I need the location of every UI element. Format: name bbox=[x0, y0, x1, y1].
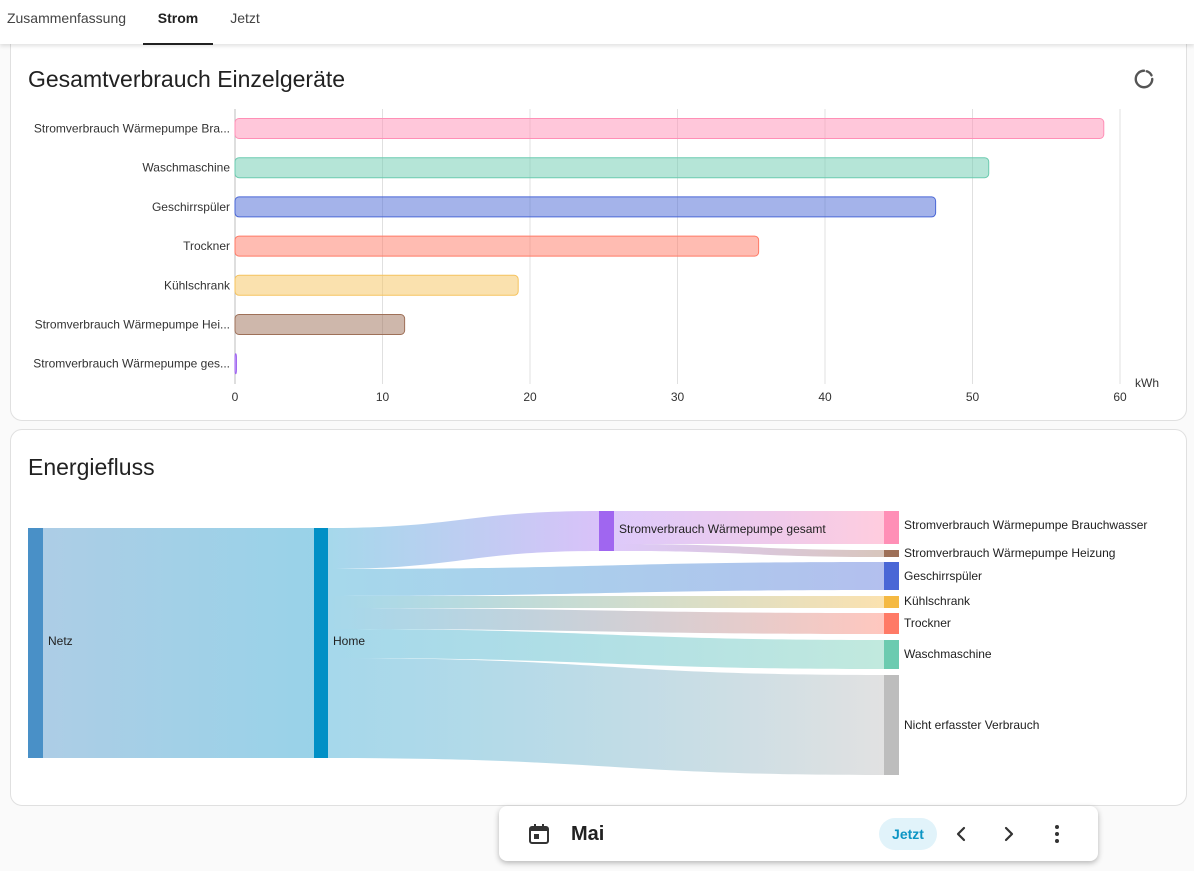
now-button[interactable]: Jetzt bbox=[879, 818, 937, 850]
chevron-right-icon[interactable] bbox=[997, 822, 1021, 846]
chevron-left-icon[interactable] bbox=[949, 822, 973, 846]
node-waschmaschine[interactable] bbox=[884, 640, 899, 669]
flow-home-kuehlschrank bbox=[328, 596, 884, 608]
node-label-wp-heizung: Stromverbrauch Wärmepumpe Heizung bbox=[904, 546, 1115, 560]
x-tick-label: 60 bbox=[1113, 390, 1127, 404]
consumption-card: Gesamtverbrauch Einzelgeräte 0 10 20 30 40 50… bbox=[10, 28, 1187, 421]
flow-wp-brauchwasser bbox=[614, 511, 884, 544]
node-label-wp-gesamt: Stromverbrauch Wärmepumpe gesamt bbox=[619, 522, 826, 536]
tab-label: Strom bbox=[157, 10, 199, 26]
y-tick-label: Trockner bbox=[183, 239, 230, 253]
x-tick-label: 0 bbox=[232, 390, 239, 404]
flow-wp-heizung bbox=[614, 544, 884, 557]
node-label-geschirrspueler: Geschirrspüler bbox=[904, 569, 982, 583]
card-title: Energiefluss bbox=[28, 454, 155, 480]
calendar-icon[interactable] bbox=[527, 822, 551, 846]
bar bbox=[234, 353, 237, 375]
x-tick-label: 50 bbox=[966, 390, 980, 404]
card-title: Gesamtverbrauch Einzelgeräte bbox=[28, 66, 346, 92]
node-wp-heizung[interactable] bbox=[884, 550, 899, 557]
tab-zusammenfassung[interactable]: Zusammenfassung bbox=[0, 0, 133, 44]
y-tick-label: Stromverbrauch Wärmepumpe Hei... bbox=[35, 318, 230, 332]
date-selector-bar: Mai Jetzt bbox=[499, 806, 1098, 861]
node-wp-gesamt[interactable] bbox=[599, 511, 614, 551]
top-tab-bar: Zusammenfassung Strom Jetzt bbox=[0, 0, 1194, 45]
x-tick-label: 30 bbox=[671, 390, 685, 404]
flow-home-geschirrspueler bbox=[328, 562, 884, 596]
bar bbox=[234, 196, 937, 218]
y-tick-label: Waschmaschine bbox=[142, 161, 230, 175]
bar bbox=[234, 118, 1105, 139]
node-home[interactable] bbox=[314, 528, 328, 758]
flow-home-trockner bbox=[328, 608, 884, 634]
node-netz[interactable] bbox=[28, 528, 43, 758]
flow-netz-home bbox=[43, 528, 314, 758]
y-tick-label: Stromverbrauch Wärmepumpe Bra... bbox=[34, 122, 230, 136]
period-label: Mai bbox=[571, 823, 605, 845]
node-label-home: Home bbox=[333, 634, 365, 648]
flow-home-waschmaschine bbox=[328, 629, 884, 669]
node-label-kuehlschrank: Kühlschrank bbox=[904, 594, 971, 608]
active-tab-indicator bbox=[143, 43, 213, 45]
node-kuehlschrank[interactable] bbox=[884, 596, 899, 608]
tab-label: Jetzt bbox=[230, 10, 260, 26]
node-label-wp-brauchwasser: Stromverbrauch Wärmepumpe Brauchwasser bbox=[904, 518, 1147, 532]
node-label-trockner: Trockner bbox=[904, 616, 951, 630]
x-tick-label: 40 bbox=[818, 390, 832, 404]
node-geschirrspueler[interactable] bbox=[884, 562, 899, 590]
energy-flow-card: Energiefluss bbox=[10, 429, 1187, 806]
node-label-nicht-erfasst: Nicht erfasster Verbrauch bbox=[904, 718, 1039, 732]
bar bbox=[234, 274, 519, 296]
tab-strom[interactable]: Strom bbox=[143, 0, 213, 45]
flow-home-nicht-erfasst bbox=[328, 658, 884, 775]
node-nicht-erfasst[interactable] bbox=[884, 675, 899, 775]
node-label-waschmaschine: Waschmaschine bbox=[904, 647, 992, 661]
x-tick-label: 10 bbox=[376, 390, 390, 404]
tab-jetzt[interactable]: Jetzt bbox=[221, 0, 269, 44]
bar bbox=[234, 235, 760, 257]
node-label-netz: Netz bbox=[48, 634, 73, 648]
node-trockner[interactable] bbox=[884, 613, 899, 634]
y-tick-label: Stromverbrauch Wärmepumpe ges... bbox=[33, 357, 230, 371]
x-unit-label: kWh bbox=[1135, 376, 1159, 390]
y-tick-label: Geschirrspüler bbox=[152, 200, 230, 214]
flow-home-wp-gesamt bbox=[328, 511, 599, 569]
x-tick-label: 20 bbox=[523, 390, 537, 404]
refresh-icon[interactable] bbox=[1133, 68, 1155, 90]
bar bbox=[234, 157, 990, 179]
bar bbox=[234, 314, 406, 335]
node-wp-brauchwasser[interactable] bbox=[884, 511, 899, 544]
tab-label: Zusammenfassung bbox=[6, 10, 127, 26]
more-vertical-icon[interactable] bbox=[1045, 822, 1069, 846]
sankey-diagram: Netz Home Stromverbrauch Wärmepumpe gesa… bbox=[28, 511, 1147, 775]
y-tick-label: Kühlschrank bbox=[164, 278, 231, 292]
bar-chart: 0 10 20 30 40 50 60 kWh Stromverbrauch Wärmepump… bbox=[33, 109, 1159, 404]
